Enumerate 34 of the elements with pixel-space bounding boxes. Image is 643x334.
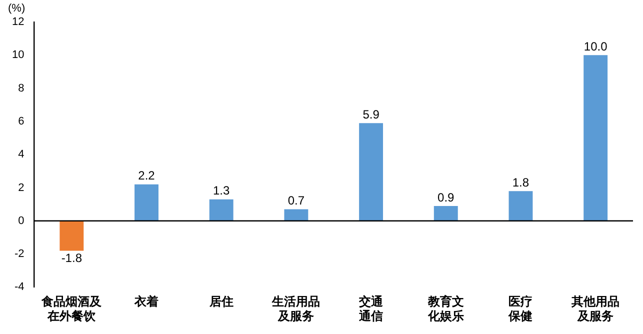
- bar: [60, 220, 84, 251]
- data-label: 2.2: [138, 168, 156, 183]
- y-tick-label: 4: [18, 148, 24, 161]
- x-tick-label: 其他用品及服务: [570, 294, 620, 324]
- data-label: 0.9: [438, 190, 455, 204]
- bar: [434, 206, 458, 221]
- x-tick-label: 交通通信: [358, 294, 384, 324]
- y-tick-label: 2: [18, 182, 24, 194]
- bar: [359, 123, 384, 221]
- data-label: 1.8: [512, 175, 530, 190]
- x-tick-label: 居住: [208, 294, 234, 309]
- y-tick-label: 0: [18, 214, 24, 227]
- data-label: -1.8: [61, 251, 82, 266]
- y-tick-label: -4: [14, 281, 24, 294]
- bar: [584, 55, 608, 221]
- data-label: 0.7: [288, 194, 305, 208]
- x-tick-label: 生活用品及服务: [271, 294, 320, 324]
- bar: [209, 199, 234, 221]
- y-tick-label: 6: [18, 115, 24, 128]
- bar: [134, 184, 158, 221]
- y-tick-label: 12: [12, 16, 24, 28]
- x-tick-label: 教育文化娱乐: [426, 294, 464, 324]
- y-axis-title: (%): [8, 2, 26, 15]
- x-tick-label: 衣着: [134, 294, 159, 309]
- x-tick-label: 医疗保健: [508, 294, 533, 324]
- bar: [508, 191, 533, 221]
- y-tick-label: 8: [18, 82, 24, 94]
- y-tick-label: 10: [12, 49, 24, 62]
- data-label: 5.9: [362, 107, 380, 122]
- data-label: 10.0: [584, 39, 608, 54]
- data-label: 1.3: [213, 184, 230, 198]
- x-tick-label: 食品烟酒及在外餐饮: [40, 294, 103, 324]
- y-tick-label: -2: [14, 248, 24, 260]
- bar: [284, 209, 308, 221]
